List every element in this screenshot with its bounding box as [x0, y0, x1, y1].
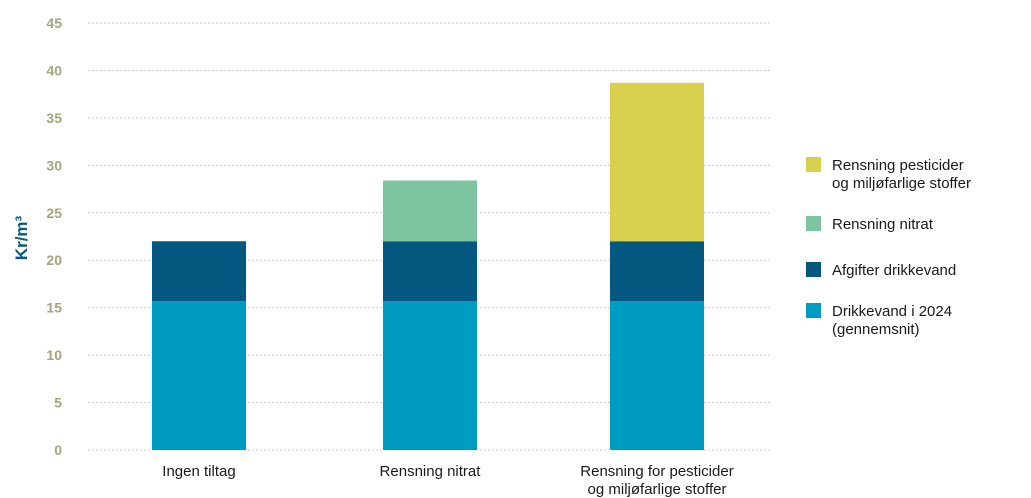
y-axis-label: Kr/m³	[12, 215, 31, 260]
x-category-label: Ingen tiltag	[162, 463, 235, 480]
y-tick-label: 5	[54, 395, 62, 411]
legend-swatch	[806, 303, 821, 318]
y-tick-label: 0	[54, 442, 62, 458]
legend-label: Rensning pesticider og miljøfarlige stoff…	[832, 157, 971, 192]
y-tick-label: 30	[46, 157, 62, 173]
y-tick-label: 20	[46, 252, 62, 268]
bar-segment	[610, 83, 704, 241]
legend-label: Drikkevand i 2024 (gennemsnit)	[832, 303, 952, 338]
bar-segment	[610, 301, 704, 450]
bars	[152, 83, 704, 450]
legend-swatch	[806, 262, 821, 277]
bar-segment	[383, 181, 477, 242]
y-axis-ticks: 0 5 10 15 20 25 30 35 40 45	[46, 15, 62, 458]
legend: Rensning pesticider og miljøfarlige stoff…	[806, 157, 971, 338]
y-tick-label: 35	[46, 110, 62, 126]
legend-swatch	[806, 216, 821, 231]
x-category-label: Rensning nitrat	[380, 463, 482, 480]
legend-label: Afgifter drikkevand	[832, 262, 956, 279]
y-tick-label: 10	[46, 347, 62, 363]
legend-label: Rensning nitrat	[832, 216, 934, 233]
bar-segment	[152, 301, 246, 450]
bar-segment	[152, 241, 246, 301]
bar-segment	[383, 301, 477, 450]
y-tick-label: 25	[46, 205, 62, 221]
x-axis-categories: Ingen tiltag Rensning nitrat Rensning for …	[162, 463, 733, 498]
y-tick-label: 40	[46, 62, 62, 78]
y-tick-label: 45	[46, 15, 62, 31]
legend-swatch	[806, 157, 821, 172]
x-category-label: Rensning for pesticider og miljøfarlige s…	[580, 463, 733, 498]
bar-segment	[610, 241, 704, 301]
y-tick-label: 15	[46, 300, 62, 316]
bar-segment	[383, 241, 477, 301]
